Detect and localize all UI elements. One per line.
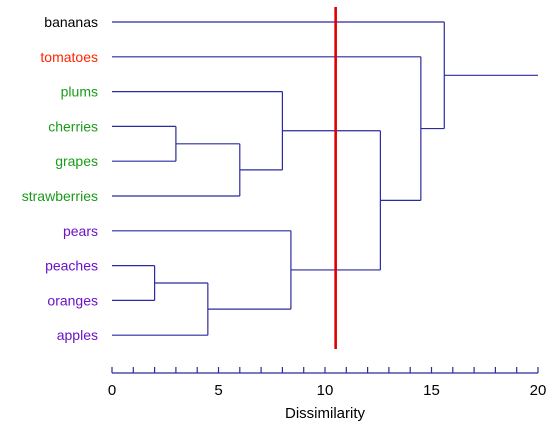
leaf-label-strawberries: strawberries <box>22 188 98 204</box>
leaf-label-oranges: oranges <box>47 292 98 308</box>
leaf-label-pears: pears <box>63 223 98 239</box>
leaf-labels: bananas tomatoes plums cherries grapes strawb… <box>22 14 98 343</box>
leaf-label-apples: apples <box>57 327 98 343</box>
x-tick-label-15: 15 <box>423 382 440 399</box>
dendrogram-links <box>112 21 538 336</box>
leaf-label-grapes: grapes <box>55 153 98 169</box>
x-tick-label-5: 5 <box>214 382 222 399</box>
x-axis-title: Dissimilarity <box>285 405 365 422</box>
leaf-label-tomatoes: tomatoes <box>40 49 98 65</box>
x-tick-label-10: 10 <box>317 382 334 399</box>
x-tick-label-0: 0 <box>108 382 116 399</box>
leaf-label-plums: plums <box>61 84 98 100</box>
leaf-label-peaches: peaches <box>45 258 98 274</box>
leaf-label-cherries: cherries <box>48 118 98 134</box>
leaf-label-bananas: bananas <box>44 14 98 30</box>
x-tick-label-20: 20 <box>530 382 547 399</box>
x-axis: 0 5 10 15 20 <box>108 367 547 399</box>
